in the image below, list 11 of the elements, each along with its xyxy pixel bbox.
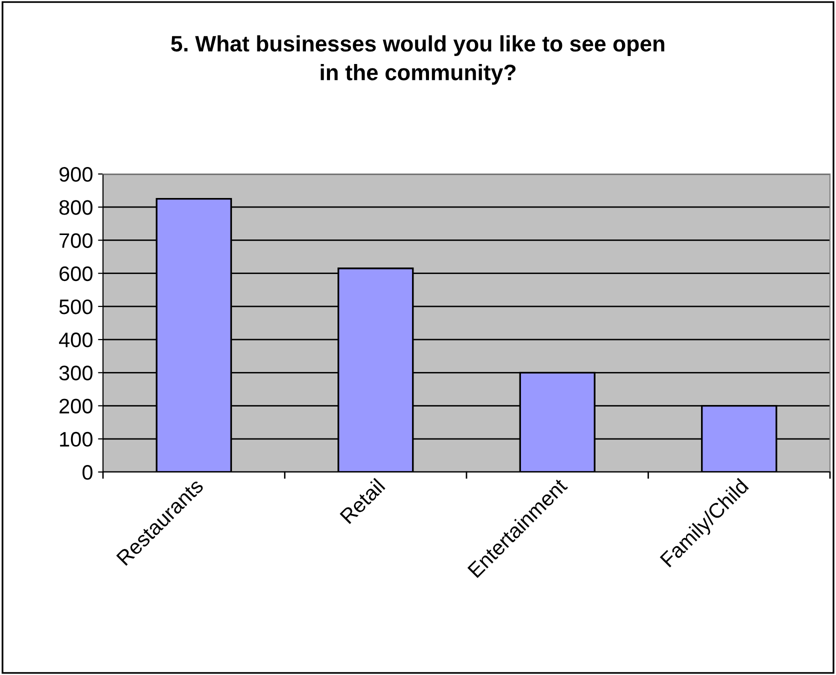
chart-title: 5. What businesses would you like to see open in the community? xyxy=(171,35,664,85)
y-tick-label: 300 xyxy=(59,366,92,380)
y-tick-label: 600 xyxy=(60,266,92,282)
y-tick-label: 0 xyxy=(82,465,92,480)
y-tick-label: 800 xyxy=(59,200,92,215)
y-tick-label: 500 xyxy=(59,299,92,314)
y-tick-label: 900 xyxy=(60,167,92,182)
y-tick-label: 700 xyxy=(60,233,92,248)
y-tick-label: 100 xyxy=(60,432,92,447)
y-tick-label: 200 xyxy=(60,398,92,414)
y-tick-label: 400 xyxy=(59,332,92,348)
